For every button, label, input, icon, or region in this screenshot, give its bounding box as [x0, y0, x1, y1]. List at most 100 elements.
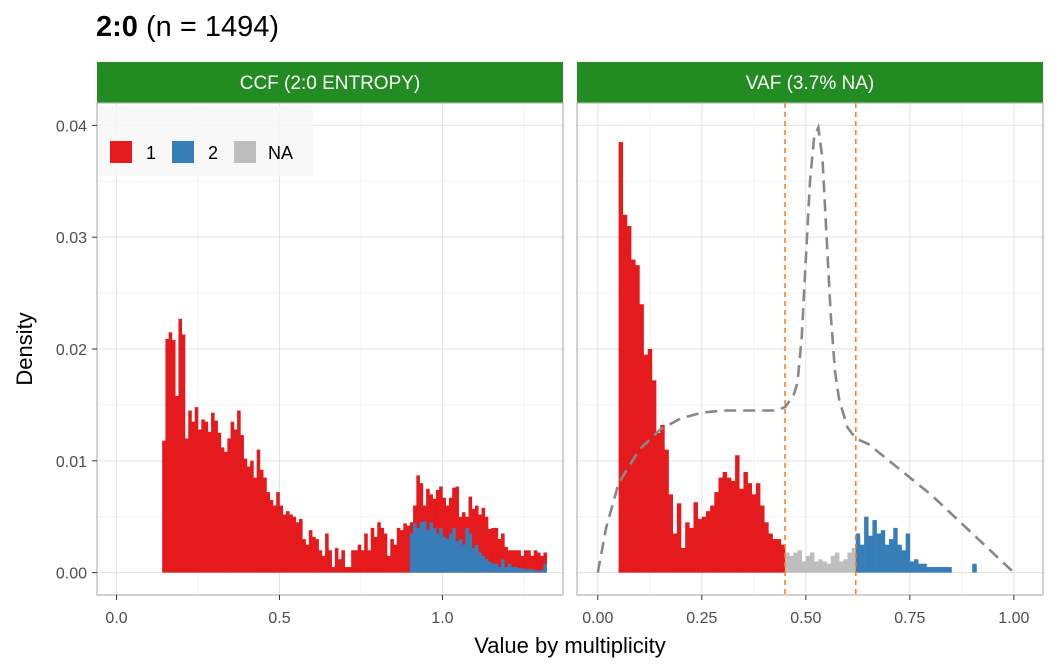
- ccf-bar-cluster-1: [383, 533, 388, 573]
- vaf-bar-cluster-2: [938, 567, 944, 573]
- ccf-bar-cluster-1: [201, 419, 205, 573]
- ccf-bar-cluster-1: [276, 492, 280, 573]
- ccf-bar-cluster-1: [220, 447, 225, 573]
- ccf-bar-cluster-1: [321, 555, 326, 573]
- ccf-bar-cluster-1: [442, 497, 446, 573]
- ccf-bar-cluster-2: [455, 541, 460, 573]
- vaf-bar-cluster-NA: [785, 552, 790, 573]
- vaf-bar-cluster-1: [718, 477, 723, 573]
- ccf-strip: [97, 62, 563, 103]
- ccf-bar-cluster-1: [250, 460, 254, 573]
- ccf-bar-cluster-1: [207, 431, 212, 573]
- ccf-bar-cluster-1: [308, 530, 313, 573]
- legend-swatch-1: [110, 141, 132, 163]
- ccf-bar-cluster-1: [416, 475, 420, 573]
- legend-swatch-na: [234, 141, 256, 163]
- vaf-bar-cluster-1: [693, 502, 698, 573]
- y-axis-title: Density: [12, 312, 37, 385]
- ccf-bar-cluster-2: [507, 563, 512, 573]
- vaf-bar-cluster-1: [747, 483, 753, 573]
- legend-swatch-2: [172, 141, 194, 163]
- vaf-overlay: [596, 103, 1015, 595]
- ccf-bar-cluster-2: [413, 523, 417, 573]
- vaf-panel-border: [576, 102, 1044, 596]
- legend-label-na: NA: [268, 143, 293, 163]
- ccf-bar-cluster-1: [181, 334, 186, 573]
- ccf-bar-cluster-1: [224, 451, 228, 573]
- ccf-bar-cluster-1: [364, 533, 368, 573]
- ccf-bar-cluster-1: [406, 525, 411, 573]
- vaf-bar-cluster-2: [922, 563, 927, 573]
- vaf-bar-cluster-2: [893, 527, 898, 573]
- ccf-bar-cluster-2: [429, 522, 433, 573]
- ccf-bar-cluster-1: [543, 552, 548, 573]
- vaf-bar-cluster-NA: [797, 550, 802, 573]
- ccf-bar-cluster-2: [478, 552, 482, 573]
- vaf-bar-cluster-1: [685, 522, 690, 573]
- vaf-bar-cluster-2: [880, 530, 886, 573]
- vaf-bar-cluster-NA: [801, 561, 807, 573]
- vaf-bar-cluster-2: [905, 533, 911, 573]
- ccf-bar-cluster-1: [211, 412, 215, 573]
- ccf-bar-cluster-1: [344, 567, 349, 573]
- ccf-bar-cluster-1: [233, 429, 238, 573]
- vaf-strip: [577, 62, 1043, 103]
- vaf-bar-cluster-1: [755, 483, 761, 573]
- ccf-bar-cluster-1: [237, 410, 241, 573]
- vaf-bar-cluster-2: [864, 516, 869, 573]
- ccf-bar-cluster-1: [331, 567, 336, 573]
- vaf-x-tick-label: 0.25: [686, 610, 717, 627]
- ccf-bar-cluster-2: [439, 527, 443, 573]
- vaf-bar-cluster-1: [768, 533, 773, 573]
- ccf-bar-cluster-2: [419, 522, 424, 573]
- ccf-bar-cluster-1: [286, 511, 290, 573]
- ccf-panel: CCF (2:0 ENTROPY) 0.0 0.5 1.0: [96, 62, 564, 627]
- ccf-x-tick-label: 1.0: [431, 610, 453, 627]
- vaf-bar-cluster-2: [914, 559, 919, 573]
- ccf-bar-cluster-2: [510, 567, 515, 573]
- ccf-bar-cluster-2: [497, 567, 502, 573]
- ccf-bar-cluster-1: [162, 440, 166, 573]
- vaf-bar-cluster-2: [872, 520, 877, 573]
- ccf-bar-cluster-1: [266, 492, 271, 573]
- ccf-bar-cluster-1: [315, 539, 319, 573]
- vaf-bar-cluster-1: [635, 265, 640, 573]
- ccf-bar-cluster-1: [536, 552, 541, 573]
- ccf-bars: [162, 318, 548, 573]
- ccf-bar-cluster-2: [543, 563, 548, 573]
- ccf-bar-cluster-1: [325, 533, 329, 573]
- vaf-bar-cluster-1: [739, 488, 744, 573]
- y-tick-label: 0.02: [56, 342, 87, 359]
- ccf-bar-cluster-2: [488, 561, 492, 573]
- ccf-bar-cluster-1: [471, 508, 476, 573]
- ccf-bar-cluster-2: [504, 567, 508, 573]
- ccf-bar-cluster-1: [178, 318, 183, 573]
- ccf-bar-cluster-1: [351, 550, 355, 573]
- vaf-bar-cluster-1: [651, 380, 657, 573]
- ccf-bar-cluster-1: [256, 449, 261, 573]
- vaf-bar-cluster-2: [855, 533, 861, 573]
- ccf-bar-cluster-2: [448, 533, 453, 573]
- vaf-bar-cluster-2: [868, 535, 873, 573]
- ccf-x-tick-label: 0.0: [105, 610, 127, 627]
- y-axis: 0.00 0.01 0.02 0.03 0.04: [56, 118, 97, 583]
- ccf-bar-cluster-2: [461, 544, 466, 573]
- vaf-x-ticks: 0.00 0.25 0.50 0.75 1.00: [582, 595, 1030, 627]
- vaf-bar-cluster-NA: [814, 561, 819, 573]
- vaf-x-tick-label: 1.00: [998, 610, 1029, 627]
- ccf-bar-cluster-1: [484, 516, 489, 573]
- ccf-bar-cluster-2: [491, 563, 495, 573]
- vaf-bar-cluster-1: [730, 480, 736, 573]
- ccf-bar-cluster-1: [367, 550, 372, 573]
- vaf-bar-cluster-1: [760, 505, 765, 573]
- chart-title: 2:0 (n = 1494): [96, 11, 279, 43]
- ccf-bar-cluster-1: [488, 529, 492, 573]
- vaf-bar-cluster-NA: [851, 548, 857, 573]
- ccf-bar-cluster-1: [481, 507, 486, 573]
- vaf-bar-cluster-NA: [843, 559, 848, 573]
- ccf-bar-cluster-1: [390, 539, 394, 573]
- vaf-bar-cluster-1: [697, 518, 703, 573]
- vaf-bar-cluster-1: [710, 505, 715, 573]
- vaf-bar-cluster-1: [676, 503, 682, 573]
